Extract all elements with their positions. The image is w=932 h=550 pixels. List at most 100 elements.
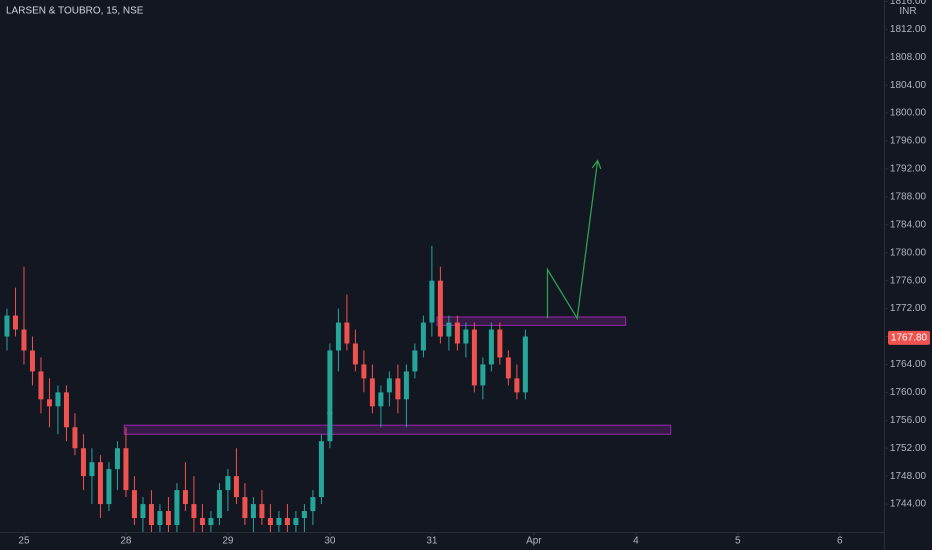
candle-body — [395, 378, 401, 400]
candle-body — [233, 476, 239, 498]
candle-body — [505, 357, 511, 379]
candle-body — [97, 462, 103, 505]
y-tick-label: 1792.00 — [890, 164, 927, 175]
y-tick-label: 1756.00 — [890, 415, 927, 426]
candle-body — [514, 378, 520, 393]
candle-body — [412, 350, 418, 372]
candle-body — [471, 329, 477, 386]
chart-title: LARSEN & TOUBRO, 15, NSE — [6, 6, 144, 17]
y-tick-label: 1816.00 — [890, 0, 927, 7]
y-tick-label: 1812.00 — [890, 24, 927, 35]
y-tick-label: 1748.00 — [890, 471, 927, 482]
y-tick-label: 1784.00 — [890, 219, 927, 230]
x-tick-label: 6 — [837, 536, 843, 547]
x-tick-label: 28 — [120, 536, 132, 547]
candle-body — [63, 392, 69, 428]
candle-body — [4, 315, 10, 337]
candle-body — [80, 448, 86, 477]
y-tick-label: 1804.00 — [890, 80, 927, 91]
candle-body — [38, 371, 44, 400]
candle-body — [463, 329, 469, 344]
y-tick-label: 1776.00 — [890, 275, 927, 286]
candle-body — [72, 427, 78, 449]
candle-body — [437, 280, 443, 337]
candle-body — [165, 511, 171, 526]
candle-body — [267, 518, 273, 526]
candle-body — [208, 518, 214, 526]
x-tick-label: 4 — [633, 536, 639, 547]
y-tick-label: 1772.00 — [890, 303, 927, 314]
candle-body — [191, 504, 197, 519]
candle-body — [301, 511, 307, 519]
x-tick-label: 30 — [324, 536, 336, 547]
candle-body — [174, 490, 180, 526]
candle-body — [157, 511, 163, 526]
candle-body — [259, 504, 265, 519]
candle-body — [46, 399, 52, 407]
y-tick-label: 1744.00 — [890, 499, 927, 510]
candle-body — [140, 504, 146, 519]
x-tick-label: 31 — [426, 536, 438, 547]
candle-body — [378, 392, 384, 407]
arrow-path — [546, 160, 599, 321]
zone — [436, 316, 627, 326]
candle-body — [429, 280, 435, 323]
candle-body — [250, 504, 256, 519]
candle-body — [216, 490, 222, 519]
y-tick-label: 1788.00 — [890, 192, 927, 203]
candle-body — [318, 441, 324, 498]
last-price-label: 1767.80 — [891, 333, 928, 344]
x-tick-label: 5 — [735, 536, 741, 547]
candle-body — [21, 329, 27, 351]
candle-body — [480, 364, 486, 386]
candle-body — [403, 371, 409, 400]
y-tick-label: 1800.00 — [890, 108, 927, 119]
candle-body — [106, 469, 112, 505]
candle-body — [488, 329, 494, 365]
candle-body — [361, 364, 367, 379]
y-tick-label: 1752.00 — [890, 443, 927, 454]
candle-body — [284, 518, 290, 526]
last-price-box — [888, 330, 930, 345]
y-tick-label: 1764.00 — [890, 359, 927, 370]
y-tick-label: 1780.00 — [890, 247, 927, 258]
candle-body — [310, 497, 316, 512]
candle-body — [522, 336, 528, 393]
candle-body — [242, 497, 248, 519]
candle-body — [182, 490, 188, 505]
y-tick-label: 1808.00 — [890, 52, 927, 63]
candle-body — [148, 504, 154, 526]
candle-body — [386, 378, 392, 393]
x-tick-label: 29 — [222, 536, 234, 547]
candle-body — [199, 518, 205, 526]
candle-body — [293, 518, 299, 526]
candle-body — [497, 329, 503, 358]
x-tick-label: Apr — [526, 536, 542, 547]
candle-body — [327, 350, 333, 442]
candle-body — [131, 490, 137, 519]
candle-body — [29, 350, 35, 372]
candle-body — [12, 315, 18, 330]
candle-body — [276, 518, 282, 526]
candle-body — [123, 448, 129, 491]
signal-marker — [326, 407, 333, 414]
y-tick-label: 1760.00 — [890, 387, 927, 398]
x-tick-label: 25 — [18, 536, 30, 547]
zone — [123, 424, 672, 435]
candle-body — [344, 322, 350, 344]
candle-body — [114, 448, 120, 470]
candle-body — [225, 476, 231, 491]
candle-body — [352, 343, 358, 365]
candle-body — [454, 322, 460, 344]
y-tick-label: 1796.00 — [890, 136, 927, 147]
candle-body — [335, 322, 341, 351]
currency-label: INR — [899, 6, 916, 17]
candle-body — [369, 378, 375, 407]
candle-body — [446, 322, 452, 337]
candle-body — [420, 322, 426, 351]
candle-body — [55, 392, 61, 407]
arrow-head — [591, 159, 602, 170]
candle-body — [89, 462, 95, 477]
